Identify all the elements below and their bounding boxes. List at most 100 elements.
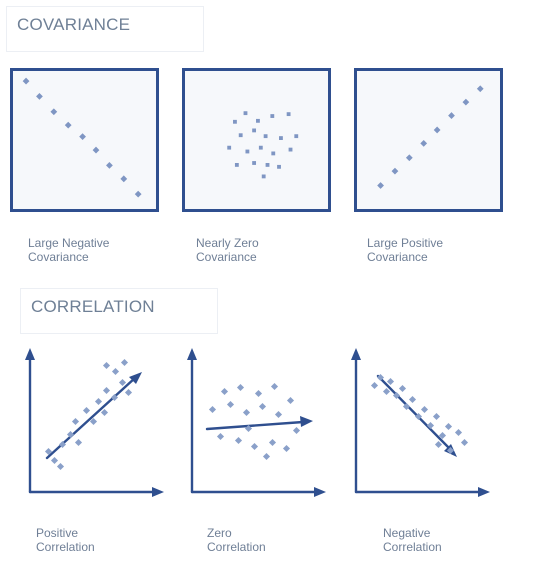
scatter-point (94, 397, 103, 406)
positive-correlation-caption: Positive Correlation (36, 526, 95, 554)
caption-line: Large Negative (28, 236, 110, 250)
scatter-point (256, 118, 260, 123)
caption-line: Large Positive (367, 236, 444, 250)
scatter-point (252, 161, 257, 165)
scatter-point (382, 387, 391, 396)
scatter-point (102, 361, 111, 370)
scatter-point (134, 190, 142, 198)
scatter-point (250, 442, 259, 451)
scatter-point (270, 114, 275, 118)
scatter-point (376, 373, 385, 382)
scatter-point (120, 358, 129, 367)
scatter-point (258, 402, 267, 411)
scatter-point (402, 402, 411, 411)
negative-correlation-chart (351, 348, 490, 497)
scatter-point (414, 412, 423, 421)
scatter-point (226, 400, 235, 409)
y-axis-arrowhead (25, 348, 35, 360)
scatter-point (265, 163, 270, 167)
scatter-point (238, 133, 243, 138)
caption-line: Covariance (28, 250, 89, 264)
positive-correlation-chart (25, 348, 164, 497)
caption-line: Zero (207, 526, 232, 540)
scatter-point (233, 119, 237, 124)
large-negative-covariance-scatter (22, 77, 142, 198)
scatter-point (106, 162, 113, 169)
scatter-point (262, 452, 271, 461)
trend-arrow-line (45, 376, 137, 460)
scatter-point (476, 85, 484, 93)
scatter-point (124, 388, 133, 397)
scatter-point (245, 149, 250, 154)
scatter-point (244, 424, 253, 433)
scatter-point (92, 146, 100, 154)
caption-line: Nearly Zero (196, 236, 259, 250)
scatter-point (79, 133, 86, 141)
large-positive-covariance-caption: Large Positive Covariance (367, 236, 443, 264)
scatter-point (274, 410, 283, 419)
caption-line: Covariance (196, 250, 257, 264)
scatter-point (263, 134, 268, 139)
scatter-point (448, 112, 455, 119)
covariance-title: COVARIANCE (6, 6, 204, 52)
scatter-point (433, 126, 441, 134)
scatter-point (82, 406, 91, 415)
scatter-point (242, 408, 251, 417)
scatter-point (288, 147, 293, 152)
scatter-point (432, 412, 441, 421)
scatter-point (254, 389, 263, 398)
caption-line: Covariance (367, 250, 428, 264)
scatter-point (236, 383, 245, 392)
trend-arrowhead (129, 372, 142, 384)
caption-line: Correlation (36, 540, 95, 554)
scatter-point (286, 112, 291, 117)
scatter-point (292, 426, 301, 435)
scatter-point (71, 417, 80, 426)
scatter-point (208, 405, 217, 414)
scatter-point (102, 386, 111, 395)
scatter-point (282, 444, 291, 453)
large-positive-covariance-plot (354, 68, 503, 212)
negative-correlation-plot (344, 346, 494, 500)
scatter-point (243, 111, 248, 116)
scatter-point (462, 98, 470, 106)
scatter-point (89, 417, 98, 426)
scatter-point (36, 93, 43, 100)
caption-line: Correlation (383, 540, 442, 554)
scatter-point (420, 405, 429, 414)
x-axis-arrowhead (314, 487, 326, 497)
nearly-zero-covariance-plot (182, 68, 331, 212)
trend-arrow-line (376, 374, 452, 451)
zero-correlation-plot (180, 346, 330, 500)
scatter-point (261, 174, 266, 179)
scatter-point (110, 393, 119, 402)
trend-arrowhead (300, 416, 313, 427)
large-negative-covariance-caption: Large Negative Covariance (28, 236, 109, 264)
scatter-point (44, 447, 53, 456)
scatter-point (420, 139, 428, 147)
scatter-point (22, 77, 30, 85)
scatter-point (118, 378, 127, 387)
scatter-point (64, 121, 72, 129)
x-axis-arrowhead (152, 487, 164, 497)
scatter-point (50, 108, 58, 116)
scatter-point (277, 164, 281, 169)
scatter-point (398, 384, 407, 393)
zero-correlation-chart (187, 348, 326, 497)
scatter-point (444, 422, 453, 431)
scatter-point (120, 175, 128, 183)
correlation-title: CORRELATION (20, 288, 218, 334)
scatter-point (294, 134, 299, 139)
scatter-point (438, 431, 447, 440)
scatter-point (56, 462, 65, 471)
scatter-point (111, 367, 120, 376)
scatter-point (268, 438, 277, 447)
large-positive-covariance-scatter (377, 85, 484, 189)
caption-line: Positive (36, 526, 79, 540)
scatter-point (392, 391, 401, 400)
scatter-point (391, 167, 399, 175)
scatter-point (460, 438, 469, 447)
y-axis-arrowhead (187, 348, 197, 360)
scatter-point (434, 440, 443, 449)
scatter-point (426, 421, 435, 430)
